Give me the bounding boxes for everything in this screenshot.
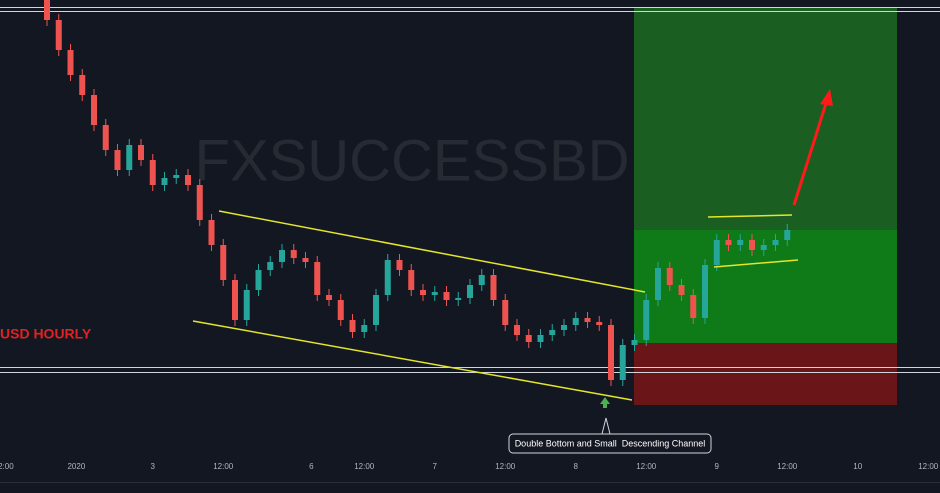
candle-body bbox=[655, 268, 661, 300]
candle-body bbox=[690, 295, 697, 318]
target-zone bbox=[634, 8, 897, 230]
candle-body bbox=[267, 262, 274, 270]
signal-arrow bbox=[600, 397, 610, 408]
watermark: FXSUCCESSBD bbox=[194, 128, 629, 193]
target-arrowhead bbox=[820, 89, 833, 106]
candle-body bbox=[455, 298, 462, 300]
candle-body bbox=[220, 245, 227, 280]
candle-body bbox=[55, 20, 62, 50]
candle-body bbox=[584, 318, 591, 322]
candle-body bbox=[67, 50, 74, 75]
x-tick-label: 7 bbox=[433, 462, 438, 471]
x-tick-label: 6 bbox=[309, 462, 314, 471]
candle-body bbox=[572, 318, 579, 325]
x-axis: 2:00 2020 3 12:00 6 12:00 7 12:00 8 12:00 9 12:00 10… bbox=[0, 462, 939, 471]
x-tick-label: 12:00 bbox=[777, 462, 798, 471]
candle-body bbox=[349, 320, 356, 332]
candle-body bbox=[114, 150, 121, 170]
candle-body bbox=[290, 250, 297, 258]
candle-body bbox=[619, 345, 626, 380]
candle-body bbox=[337, 300, 344, 320]
candle-body bbox=[102, 125, 109, 150]
candle-body bbox=[760, 245, 767, 250]
candle-body bbox=[326, 295, 332, 300]
candle-body bbox=[631, 340, 638, 345]
candle-body bbox=[149, 160, 156, 185]
candle-body bbox=[561, 325, 567, 330]
candle-body bbox=[737, 240, 744, 245]
horizontal-levels bbox=[0, 7, 940, 373]
candle-body bbox=[431, 292, 438, 295]
annotation-pointer bbox=[601, 417, 611, 435]
annotation-box bbox=[508, 433, 712, 454]
x-tick-label: 8 bbox=[574, 462, 579, 471]
candle-body bbox=[408, 270, 415, 290]
candle-body bbox=[173, 175, 180, 178]
candle-body bbox=[361, 325, 368, 332]
candle-body bbox=[514, 325, 520, 335]
x-tick-label: 12:00 bbox=[636, 462, 657, 471]
candle-body bbox=[772, 240, 779, 245]
candle-body bbox=[713, 240, 720, 265]
trendlines bbox=[192, 210, 799, 401]
annotation-text: Double Bottom and Small Descending Chann… bbox=[515, 438, 706, 448]
channel-bottom bbox=[192, 320, 633, 401]
candle-body bbox=[373, 295, 379, 325]
candle-body bbox=[138, 145, 144, 160]
x-tick-label: 9 bbox=[715, 462, 720, 471]
candle-body bbox=[208, 220, 215, 245]
x-tick-label: 10 bbox=[853, 462, 862, 471]
candle-body bbox=[91, 95, 97, 125]
candles bbox=[44, 0, 791, 386]
candle-body bbox=[467, 285, 473, 298]
candle-body bbox=[549, 330, 556, 335]
target-arrow bbox=[792, 99, 829, 206]
candle-body bbox=[79, 75, 86, 95]
candle-body bbox=[161, 178, 168, 185]
candle-body bbox=[44, 0, 50, 20]
candle-body bbox=[255, 270, 262, 290]
flag-top bbox=[707, 214, 793, 218]
candle-body bbox=[666, 268, 673, 285]
candle-body bbox=[279, 250, 285, 262]
x-tick-label: 12:00 bbox=[918, 462, 939, 471]
candle-body bbox=[185, 175, 191, 185]
x-tick-label: 3 bbox=[151, 462, 156, 471]
x-tick-label: 2020 bbox=[67, 462, 85, 471]
candle-body bbox=[596, 322, 603, 325]
x-tick-label: 12:00 bbox=[213, 462, 234, 471]
candle-body bbox=[302, 258, 309, 262]
x-tick-label: 12:00 bbox=[354, 462, 375, 471]
candle-body bbox=[232, 280, 238, 320]
candle-body bbox=[643, 300, 650, 340]
candle-body bbox=[314, 262, 321, 295]
candle-body bbox=[396, 260, 403, 270]
x-tick-label: 12:00 bbox=[495, 462, 516, 471]
candle-body bbox=[196, 185, 203, 220]
candle-body bbox=[608, 325, 614, 380]
candle-body bbox=[678, 285, 685, 295]
candle-body bbox=[725, 240, 732, 245]
candle-body bbox=[490, 275, 497, 300]
candle-body bbox=[784, 230, 791, 240]
stop-zone bbox=[634, 343, 897, 405]
candle-body bbox=[443, 292, 450, 300]
candle-body bbox=[502, 300, 509, 325]
channel-top bbox=[218, 210, 646, 293]
candle-body bbox=[702, 265, 708, 318]
candle-body bbox=[478, 275, 485, 285]
chart-title: USD HOURLY bbox=[0, 326, 92, 342]
candle-body bbox=[420, 290, 426, 295]
candle-body bbox=[243, 290, 250, 320]
candle-body bbox=[749, 240, 755, 250]
flag-bottom bbox=[713, 259, 799, 268]
candle-body bbox=[525, 335, 532, 342]
candle-body bbox=[537, 335, 544, 342]
x-tick-label: 2:00 bbox=[0, 462, 14, 471]
candle-body bbox=[126, 145, 133, 170]
candle-body bbox=[384, 260, 391, 295]
